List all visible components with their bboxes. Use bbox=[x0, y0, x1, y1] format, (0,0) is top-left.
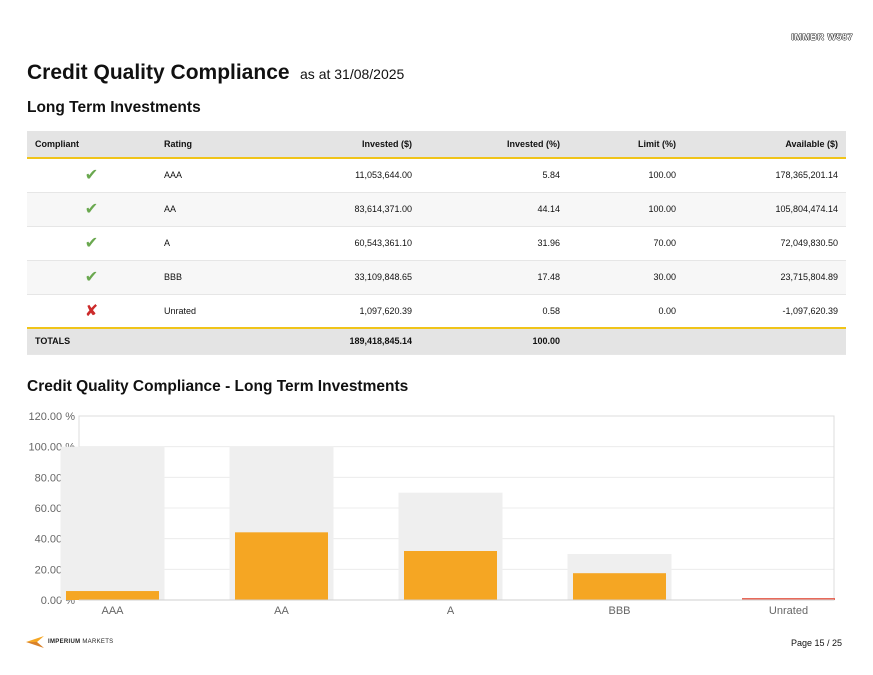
cell-invested: 11,053,644.00 bbox=[262, 158, 420, 193]
check-icon: ✔ bbox=[84, 269, 99, 286]
invested-bar bbox=[742, 598, 835, 600]
x-tick-label: AA bbox=[274, 605, 289, 617]
cell-limit: 100.00 bbox=[568, 192, 684, 227]
title-row: Credit Quality Compliance as at 31/08/20… bbox=[27, 61, 404, 85]
page-title: Credit Quality Compliance bbox=[27, 61, 290, 84]
cell-invested-pct: 31.96 bbox=[420, 226, 568, 261]
invested-bar bbox=[235, 532, 328, 600]
table-row: ✔ AAA 11,053,644.00 5.84 100.00 178,365,… bbox=[27, 158, 846, 193]
page-number: Page 15 / 25 bbox=[790, 638, 842, 648]
col-invested-pct: Invested (%) bbox=[420, 131, 568, 159]
table-header-row: Compliant Rating Invested ($) Invested (… bbox=[27, 131, 846, 159]
cell-limit: 70.00 bbox=[568, 226, 684, 261]
check-icon: ✔ bbox=[84, 201, 99, 218]
x-tick-label: BBB bbox=[608, 605, 630, 617]
cell-available: 178,365,201.14 bbox=[684, 158, 846, 193]
cell-limit: 0.00 bbox=[568, 294, 684, 329]
y-tick-label: 120.00 % bbox=[29, 411, 76, 423]
col-rating: Rating bbox=[156, 131, 262, 159]
logo-bold-text: IMPERIUM bbox=[48, 639, 81, 645]
imperium-logo: IMPERIUM MARKETS bbox=[26, 636, 113, 648]
cell-invested-pct: 0.58 bbox=[420, 294, 568, 329]
cell-available: 72,049,830.50 bbox=[684, 226, 846, 261]
cell-invested-pct: 17.48 bbox=[420, 260, 568, 295]
x-tick-label: AAA bbox=[101, 605, 124, 617]
cell-rating: BBB bbox=[156, 260, 262, 295]
cell-limit: 100.00 bbox=[568, 158, 684, 193]
cell-invested: 1,097,620.39 bbox=[262, 294, 420, 329]
cell-invested: 83,614,371.00 bbox=[262, 192, 420, 227]
cell-available: 23,715,804.89 bbox=[684, 260, 846, 295]
table-row: ✔ BBB 33,109,848.65 17.48 30.00 23,715,8… bbox=[27, 260, 846, 295]
logo-text: IMPERIUM MARKETS bbox=[48, 639, 113, 645]
cell-invested: 33,109,848.65 bbox=[262, 260, 420, 295]
cell-invested-pct: 5.84 bbox=[420, 158, 568, 193]
col-invested: Invested ($) bbox=[262, 131, 420, 159]
cell-rating: Unrated bbox=[156, 294, 262, 329]
cross-icon: ✘ bbox=[84, 302, 99, 320]
document-code: IMMBR W587 bbox=[791, 32, 853, 42]
totals-label: TOTALS bbox=[27, 328, 156, 355]
table-row: ✔ AA 83,614,371.00 44.14 100.00 105,804,… bbox=[27, 192, 846, 227]
totals-row: TOTALS 189,418,845.14 100.00 bbox=[27, 328, 846, 355]
cell-available: 105,804,474.14 bbox=[684, 192, 846, 227]
compliance-bar-chart: 0.00 %20.00 %40.00 %60.00 %80.00 %100.00… bbox=[29, 411, 835, 617]
col-available: Available ($) bbox=[684, 131, 846, 159]
logo-light-text: MARKETS bbox=[82, 639, 114, 645]
cell-invested-pct: 44.14 bbox=[420, 192, 568, 227]
check-icon: ✔ bbox=[84, 235, 99, 252]
x-tick-label: A bbox=[447, 605, 455, 617]
invested-bar bbox=[573, 573, 666, 600]
invested-bar bbox=[66, 591, 159, 600]
table-row: ✔ A 60,543,361.10 31.96 70.00 72,049,830… bbox=[27, 226, 846, 261]
cell-invested: 60,543,361.10 bbox=[262, 226, 420, 261]
cell-rating: AAA bbox=[156, 158, 262, 193]
cell-rating: A bbox=[156, 226, 262, 261]
cell-rating: AA bbox=[156, 192, 262, 227]
section-title: Long Term Investments bbox=[27, 99, 201, 116]
logo-mark-icon bbox=[26, 636, 44, 648]
totals-invested-pct: 100.00 bbox=[420, 328, 568, 355]
cell-available: -1,097,620.39 bbox=[684, 294, 846, 329]
col-compliant: Compliant bbox=[27, 131, 156, 159]
check-icon: ✔ bbox=[84, 167, 99, 185]
invested-bar bbox=[404, 550, 497, 600]
totals-invested: 189,418,845.14 bbox=[262, 328, 420, 355]
page-subtitle: as at 31/08/2025 bbox=[300, 66, 405, 82]
limit-bar bbox=[60, 446, 165, 600]
compliance-table: Compliant Rating Invested ($) Invested (… bbox=[27, 131, 846, 355]
cell-limit: 30.00 bbox=[568, 260, 684, 295]
chart-title: Credit Quality Compliance - Long Term In… bbox=[27, 378, 409, 395]
x-tick-label: Unrated bbox=[769, 605, 808, 617]
table-row: ✘ Unrated 1,097,620.39 0.58 0.00 -1,097,… bbox=[27, 294, 846, 329]
col-limit: Limit (%) bbox=[568, 131, 684, 159]
